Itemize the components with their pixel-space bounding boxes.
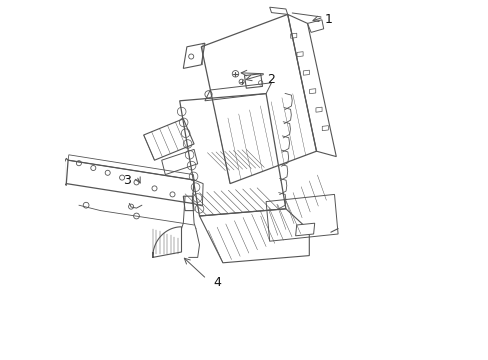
Text: 4: 4 <box>213 276 221 289</box>
Text: 2: 2 <box>267 73 275 86</box>
Text: 1: 1 <box>325 13 332 26</box>
Text: 3: 3 <box>123 174 131 186</box>
Polygon shape <box>295 223 314 236</box>
